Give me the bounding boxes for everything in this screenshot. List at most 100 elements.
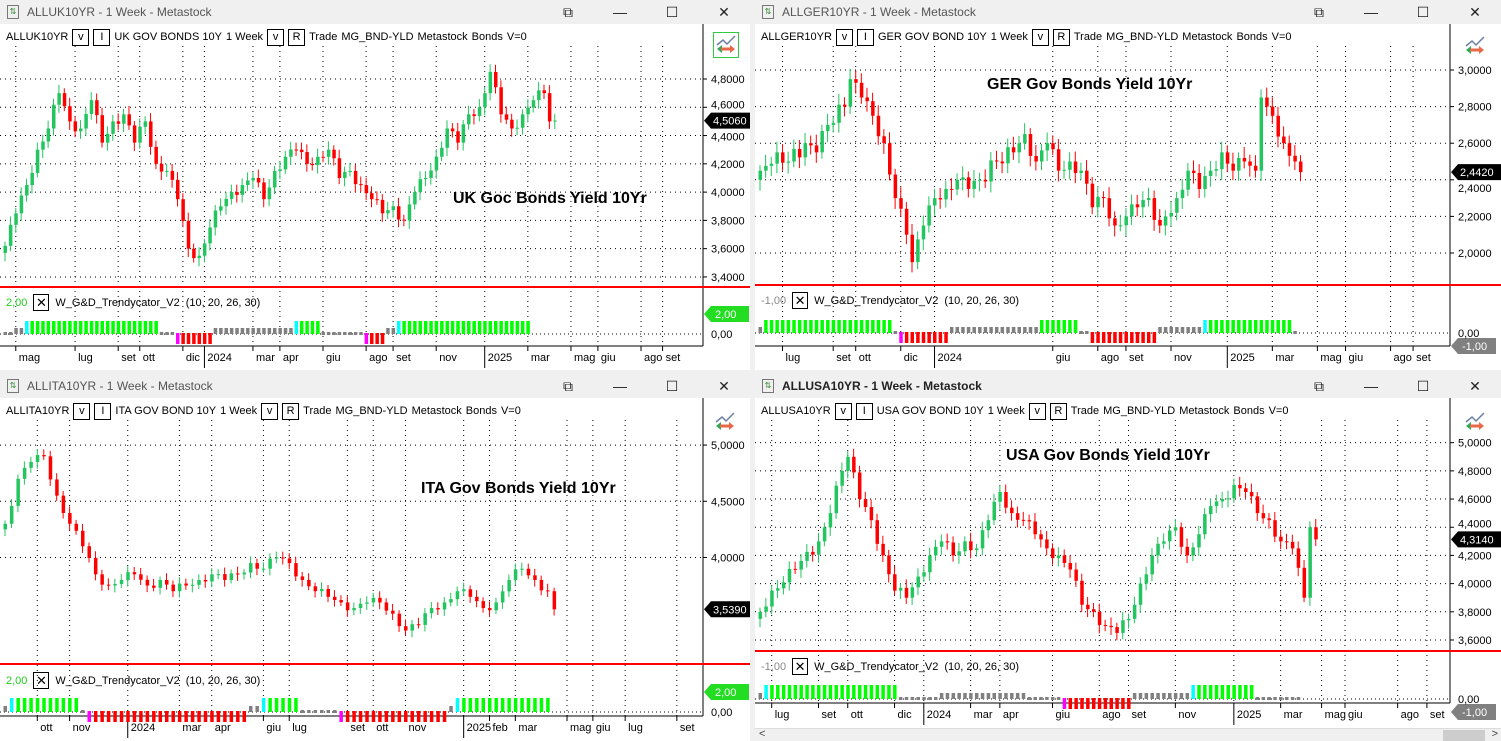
range-dropdown[interactable]: R [1049, 402, 1067, 420]
bullish-bar [852, 685, 856, 699]
minimize-button[interactable]: — [613, 378, 627, 394]
remove-indicator-button[interactable]: ✕ [33, 294, 50, 311]
x-axis-label: apr [283, 352, 299, 364]
bearish-start-bar [364, 333, 369, 344]
neutral-high-bar [1168, 693, 1172, 699]
scroll-left-arrow[interactable]: < [759, 728, 766, 740]
candle-body [859, 82, 864, 98]
candle-body [273, 170, 277, 188]
chart-trade-icon [1465, 412, 1485, 430]
popout-button[interactable]: ⧉ [1314, 4, 1324, 20]
neutral-high-bar [273, 328, 277, 334]
neutral-high-bar [256, 328, 261, 334]
price-tick-label: 3,4000 [711, 272, 745, 284]
bullish-bar [310, 321, 315, 334]
maximize-button[interactable]: ☐ [665, 378, 679, 394]
type-dropdown[interactable]: I [856, 28, 874, 46]
candle-body [547, 93, 552, 122]
range-dropdown[interactable]: R [288, 28, 306, 46]
candle-body [1056, 555, 1061, 559]
popout-button[interactable]: ⧉ [1314, 378, 1324, 394]
x-axis-label: set [680, 722, 695, 734]
minimize-button[interactable]: — [1364, 378, 1378, 394]
range-dropdown[interactable]: R [1052, 28, 1070, 46]
range-dropdown[interactable]: R [282, 402, 300, 420]
period-dropdown[interactable]: v [1031, 28, 1049, 46]
horizontal-scrollbar[interactable]: < > [755, 728, 1501, 741]
candle-body [475, 596, 479, 602]
popout-button[interactable]: ⧉ [563, 4, 573, 20]
neutral-high-bar [1186, 327, 1190, 333]
group-label: MG_BND-YLD [341, 31, 414, 43]
close-button[interactable]: ✕ [718, 378, 730, 394]
x-axis-label: dic [186, 352, 201, 364]
maximize-button[interactable]: ☐ [1416, 4, 1430, 20]
bearish-bar [423, 711, 427, 722]
interval-dropdown[interactable]: v [73, 402, 91, 420]
bearish-bar [216, 711, 221, 722]
candle-body [949, 188, 954, 190]
popout-button[interactable]: ⧉ [563, 378, 573, 394]
type-dropdown[interactable]: I [93, 28, 111, 46]
candle-body [105, 133, 110, 143]
candle-body [1015, 513, 1020, 520]
minimize-button[interactable]: — [613, 4, 627, 20]
interval-dropdown[interactable]: v [72, 28, 90, 46]
candle-body [1074, 569, 1078, 581]
scroll-right-arrow[interactable]: > [1491, 728, 1498, 740]
chart-trade-icon [716, 35, 736, 53]
remove-indicator-button[interactable]: ✕ [792, 658, 809, 675]
price-tick-label: 4,2000 [711, 159, 745, 171]
candle-body [1000, 161, 1005, 164]
description-label: GER GOV BOND 10Y [877, 31, 987, 43]
x-axis-label: set [1430, 709, 1445, 721]
candle-body [1208, 170, 1213, 176]
scroll-thumb[interactable] [1443, 730, 1485, 741]
neutral-low-bar [313, 710, 318, 713]
candle-body [513, 569, 518, 580]
bullish-bar [493, 321, 498, 334]
remove-indicator-button[interactable]: ✕ [792, 292, 809, 309]
symbol-header: ALLITA10YR v I ITA GOV BOND 10Y 1 Week v R Trad… [6, 402, 521, 420]
chart-type-icon[interactable] [713, 410, 739, 436]
x-axis-label: ago [1394, 352, 1412, 364]
candle-body [869, 507, 874, 521]
type-dropdown[interactable]: I [855, 402, 873, 420]
price-tick-label: 3,6000 [1458, 635, 1492, 647]
close-button[interactable]: ✕ [1469, 4, 1481, 20]
bearish-bar [1115, 698, 1119, 709]
period-dropdown[interactable]: v [261, 402, 279, 420]
indicator-current-value: 2,00 [6, 674, 28, 687]
bullish-bar [48, 698, 53, 712]
maximize-button[interactable]: ☐ [665, 4, 679, 20]
bearish-bar [938, 332, 943, 343]
minimize-button[interactable]: — [1364, 4, 1378, 20]
interval-dropdown[interactable]: v [835, 28, 853, 46]
period-dropdown[interactable]: v [1028, 402, 1046, 420]
window-controls: ⧉ — ☐ ✕ [1293, 374, 1501, 398]
bearish-bar [158, 711, 163, 722]
bearish-bar [429, 711, 434, 722]
type-dropdown[interactable]: I [94, 402, 112, 420]
chart-type-icon[interactable] [1463, 410, 1489, 436]
candle-body [402, 219, 406, 221]
close-button[interactable]: ✕ [718, 4, 730, 20]
interval-dropdown[interactable]: v [834, 402, 852, 420]
close-button[interactable]: ✕ [1469, 378, 1481, 394]
candle-body [1152, 198, 1157, 220]
chart-window-uk: ⇅ ALLUK10YR - 1 Week - Metastock ⧉ — ☐ ✕ 3,400… [0, 0, 750, 370]
x-axis-label: mag [570, 722, 591, 734]
trade-label: Trade [309, 31, 338, 43]
chart-type-icon[interactable] [1463, 34, 1489, 60]
candle-body [1238, 484, 1242, 489]
candle-body [758, 170, 762, 180]
maximize-button[interactable]: ☐ [1416, 378, 1430, 394]
candle-body [881, 543, 885, 556]
symbol-label: ALLUK10YR [6, 31, 69, 43]
remove-indicator-button[interactable]: ✕ [33, 672, 50, 689]
x-axis-label: mar [531, 352, 550, 364]
chart-type-icon[interactable] [713, 32, 739, 58]
period-dropdown[interactable]: v [267, 28, 285, 46]
x-axis-label: lug [628, 722, 643, 734]
candle-body [1261, 513, 1266, 519]
